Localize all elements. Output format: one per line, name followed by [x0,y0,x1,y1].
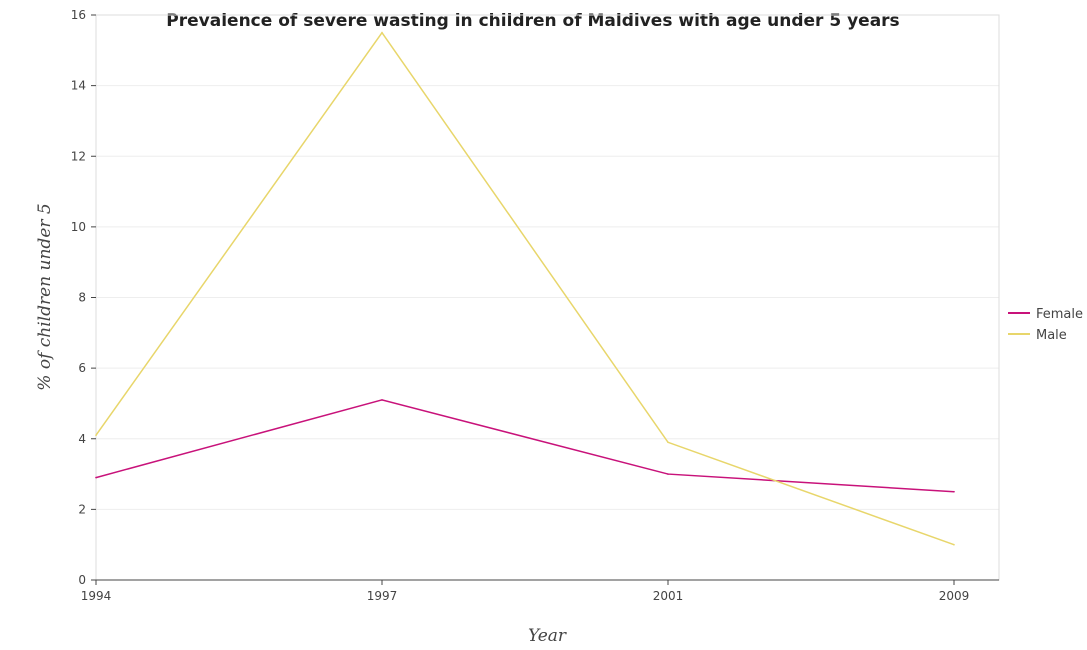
data-point-female [953,490,955,493]
x-tick-label: 2001 [653,589,684,603]
series-line-male [95,31,955,546]
y-tick-label: 14 [71,79,86,93]
data-point-male [667,441,669,444]
x-tick-label: 1994 [81,589,112,603]
series-lines [95,31,955,546]
data-point-male [381,31,383,34]
y-tick-label: 2 [78,502,86,516]
y-axis: 0 2 4 6 8 10 12 14 16 [71,8,96,587]
data-point-female [667,473,669,475]
legend-label-female: Female [1036,307,1083,322]
x-tick-label: 1997 [367,589,398,603]
y-tick-label: 12 [71,149,86,163]
legend: Female Male [1008,307,1083,343]
chart-title: Prevalence of severe wasting in children… [166,11,899,31]
x-axis: 1994 1997 2001 2009 [81,579,999,603]
grid-lines [96,14,999,581]
data-point-female [95,476,97,479]
x-axis-label: Year [528,626,567,646]
data-point-female [381,399,383,401]
y-tick-label: 0 [78,573,86,587]
y-axis-label: % of children under 5 [35,203,55,390]
y-tick-label: 4 [78,432,86,446]
legend-label-male: Male [1036,328,1067,343]
data-point-male [95,434,97,437]
series-line-female [95,399,955,493]
x-tick-label: 2009 [939,589,970,603]
y-tick-label: 6 [78,361,86,375]
y-tick-label: 10 [71,220,86,234]
data-point-male [953,543,955,546]
y-tick-label: 8 [78,291,86,305]
y-tick-label: 16 [71,8,86,22]
